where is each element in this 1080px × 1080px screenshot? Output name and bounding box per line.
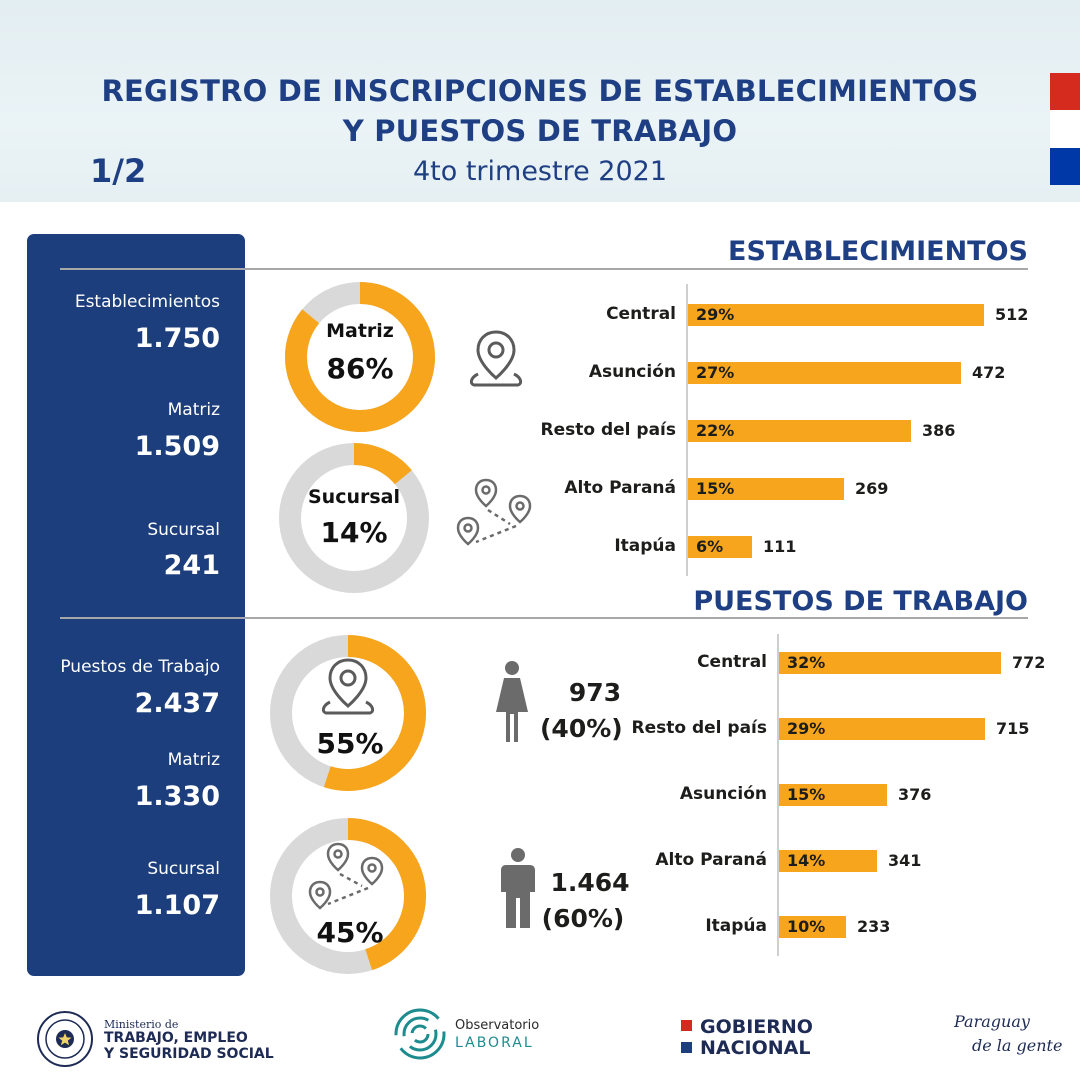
sidebar-est-sucursal-value: 241 [163,550,220,581]
bar-category-label: Central [697,652,767,672]
bar-category-label: Itapúa [614,536,676,556]
divider-top [60,268,1028,270]
bar-value-label: 772 [1012,653,1046,672]
bar-category-label: Itapúa [705,916,767,936]
sidebar-est-matriz-label: Matriz [167,400,220,420]
bar-percent-label: 14% [787,851,826,870]
paraguay-flag-icon [1050,73,1080,185]
gobierno-red-square-icon [681,1020,692,1031]
donut-est-sucursal-pct: 14% [320,516,388,549]
sidebar-pt-matriz-label: Matriz [167,750,220,770]
bar-value-label: 376 [898,785,932,804]
donut-slice-highlight [285,282,435,432]
donut-pt-matriz-pct: 55% [316,727,384,760]
slogan-line2: de la gente [972,1036,1063,1055]
sidebar-puestos-label: Puestos de Trabajo [60,657,220,677]
section-title-establecimientos: ESTABLECIMIENTOS [728,236,1028,267]
donut-slice-highlight [323,635,426,791]
bar-category-label: Alto Paraná [564,478,676,498]
men-count: 1.464 [550,868,630,897]
observatorio-logo-icon [394,1008,446,1060]
gobierno-blue-square-icon [681,1042,692,1053]
donut-est-matriz-label: Matriz [326,320,394,342]
bar-percent-label: 6% [696,537,724,556]
bar-axis-line [686,284,688,576]
bar-percent-label: 32% [787,653,826,672]
woman-icon [496,661,528,742]
donut-est-matriz-pct: 86% [326,352,394,385]
bar-percent-label: 15% [787,785,826,804]
bar-value-label: 512 [995,305,1029,324]
bar [779,916,846,938]
bar-value-label: 341 [888,851,922,870]
sidebar-est-matriz-value: 1.509 [134,431,220,462]
observatorio-label: Observatorio [455,1018,540,1033]
bar-axis-line [777,634,779,956]
donut-slice-highlight [353,443,412,485]
bar-category-label: Resto del país [631,718,768,738]
sidebar-pt-sucursal-value: 1.107 [134,890,220,921]
page-number: 1/2 [90,152,147,190]
national-seal-icon [37,1011,93,1067]
slogan-line1: Paraguay [954,1012,1030,1031]
bar [688,420,911,442]
bar-value-label: 472 [972,363,1006,382]
gobierno-line1: GOBIERNO [700,1016,813,1038]
bar-category-label: Central [606,304,676,324]
divider-middle [60,617,1028,619]
bar-percent-label: 29% [787,719,826,738]
bar-value-label: 269 [855,479,889,498]
page-subtitle: 4to trimestre 2021 [412,156,668,187]
bar [688,536,752,558]
donut-est-sucursal-label: Sucursal [307,486,400,508]
observatorio-laboral-label: LABORAL [455,1035,534,1051]
bar-percent-label: 15% [696,479,735,498]
bar-percent-label: 29% [696,305,735,324]
women-percent: (40%) [540,714,623,743]
bar-percent-label: 10% [787,917,826,936]
bar-category-label: Asunción [588,362,676,382]
gobierno-line2: NACIONAL [700,1037,811,1059]
bar [688,362,961,384]
sidebar-pt-sucursal-label: Sucursal [147,859,220,879]
ministry-name-line1: TRABAJO, EMPLEO [104,1030,248,1046]
bar [688,478,844,500]
bar-value-label: 386 [922,421,956,440]
women-count: 973 [568,678,622,707]
bar-percent-label: 22% [696,421,735,440]
bar-value-label: 715 [996,719,1030,738]
donut-pt-sucursal-pct: 45% [316,916,384,949]
sidebar-est-sucursal-label: Sucursal [147,520,220,540]
bar-percent-label: 27% [696,363,735,382]
bar [779,718,985,740]
bar-category-label: Alto Paraná [655,850,767,870]
bar [779,652,1001,674]
page-title-line2: Y PUESTOS DE TRABAJO [342,114,738,148]
bar [779,784,887,806]
location-pin-icon [321,658,375,715]
summary-sidebar [27,234,245,976]
section-title-puestos: PUESTOS DE TRABAJO [693,586,1028,617]
bar [779,850,877,872]
ministry-small-label: Ministerio de [104,1018,179,1031]
bar [688,304,984,326]
route-pins-icon [456,478,532,546]
bar-value-label: 233 [857,917,891,936]
route-pins-icon [308,842,384,910]
donut-slice-highlight [347,818,426,971]
ministry-name-line2: Y SEGURIDAD SOCIAL [104,1046,274,1062]
page-title-line1: REGISTRO DE INSCRIPCIONES DE ESTABLECIMI… [101,74,979,108]
man-icon [501,848,535,928]
sidebar-establecimientos-value: 1.750 [134,323,220,354]
sidebar-pt-matriz-value: 1.330 [134,781,220,812]
location-pin-icon [469,330,523,387]
sidebar-establecimientos-label: Establecimientos [74,292,220,312]
bar-value-label: 111 [763,537,797,556]
sidebar-puestos-value: 2.437 [134,688,220,719]
men-percent: (60%) [541,904,625,933]
bar-category-label: Resto del país [540,420,677,440]
header-banner: REGISTRO DE INSCRIPCIONES DE ESTABLECIMI… [0,0,1080,202]
bar-category-label: Asunción [679,784,767,804]
